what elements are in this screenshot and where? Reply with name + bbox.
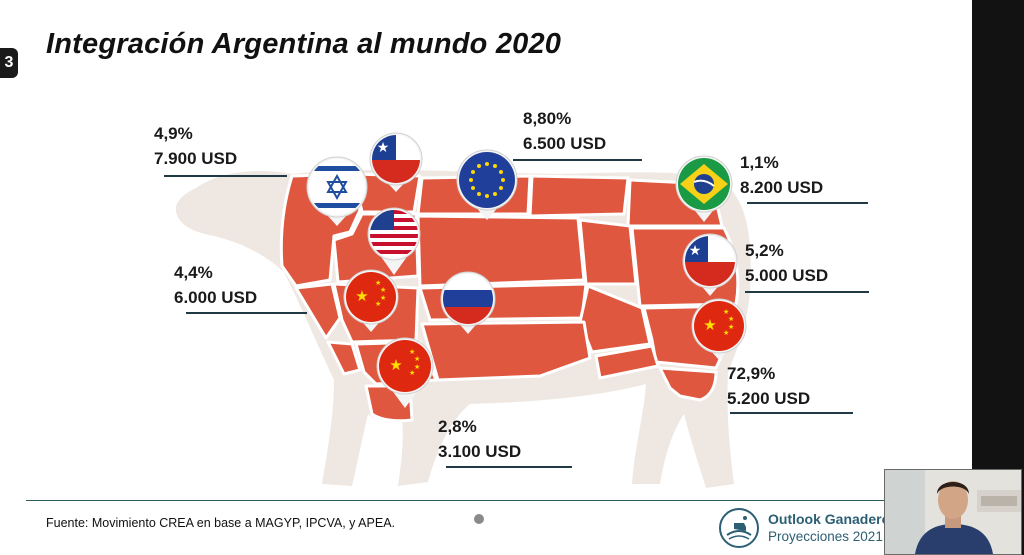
brand-block: Outlook Ganadero Proyecciones 2021 <box>718 507 890 549</box>
brazil-flag-pin <box>675 155 733 222</box>
presenter-webcam-video <box>884 469 1022 555</box>
cow-meat-cuts-illustration: ★ <box>175 132 751 489</box>
slide-title: Integración Argentina al mundo 2020 <box>46 28 562 60</box>
market-pct: 4,9% <box>154 124 193 143</box>
label-underline <box>186 312 307 314</box>
svg-text:★: ★ <box>375 300 381 308</box>
svg-text:★: ★ <box>689 243 702 259</box>
market-pct: 1,1% <box>740 153 779 172</box>
svg-text:★: ★ <box>375 279 381 287</box>
china-flag-pin-3: ★ ★ ★ ★ ★ <box>376 337 434 408</box>
brand-title: Outlook Ganadero <box>768 511 891 527</box>
svg-text:★: ★ <box>380 286 386 294</box>
source-note: Fuente: Movimiento CREA en base a MAGYP,… <box>46 516 396 530</box>
china-flag-pin: ★ ★ ★ ★ ★ <box>343 269 399 332</box>
market-pct: 72,9% <box>727 364 776 383</box>
market-pct: 2,8% <box>438 417 477 436</box>
market-usd: 3.100 USD <box>438 442 522 461</box>
svg-text:★: ★ <box>380 294 386 302</box>
svg-text:★: ★ <box>414 355 420 363</box>
market-usd: 6.500 USD <box>523 134 607 153</box>
label-underline <box>730 412 853 414</box>
svg-text:★: ★ <box>389 356 402 374</box>
svg-text:★: ★ <box>728 323 734 331</box>
svg-text:★: ★ <box>728 315 734 323</box>
slide-indicator-dot[interactable] <box>474 514 484 524</box>
chile-flag-pin-2: ★ <box>682 233 738 296</box>
market-pct: 5,2% <box>745 241 784 260</box>
chile-flag-pin: ★ <box>369 132 423 192</box>
china-flag-pin-2: ★ ★ ★ ★ ★ <box>691 298 747 360</box>
market-stat-chile-2: 5,2% 5.000 USD <box>745 238 828 288</box>
market-usd: 7.900 USD <box>154 149 238 168</box>
slide: 3 Integración Argentina al mundo 2020 <box>0 0 972 555</box>
brand-subtitle: Proyecciones 2021 <box>768 529 883 544</box>
slide-number-tab: 3 <box>0 48 18 78</box>
label-underline <box>747 202 868 204</box>
eu-flag-pin <box>456 149 518 220</box>
label-underline <box>745 291 869 293</box>
market-usd: 5.200 USD <box>727 389 811 408</box>
market-pct: 4,4% <box>174 263 213 282</box>
market-usd: 6.000 USD <box>174 288 258 307</box>
label-underline <box>446 466 572 468</box>
svg-text:★: ★ <box>703 316 716 334</box>
outlook-ganadero-logo <box>719 508 759 548</box>
market-usd: 5.000 USD <box>745 266 829 285</box>
market-stat-china: 72,9% 5.200 USD <box>727 361 810 411</box>
footer-divider <box>26 500 972 501</box>
svg-text:★: ★ <box>409 348 415 356</box>
market-stat-israel: 4,9% 7.900 USD <box>154 121 237 171</box>
market-stat-russia: 2,8% 3.100 USD <box>438 414 521 464</box>
market-usd: 8.200 USD <box>740 178 824 197</box>
dark-sidebar <box>972 0 1024 555</box>
svg-text:★: ★ <box>414 363 420 371</box>
market-stat-chile: 4,4% 6.000 USD <box>174 260 257 310</box>
svg-text:★: ★ <box>723 308 729 316</box>
svg-text:★: ★ <box>377 140 390 156</box>
svg-text:★: ★ <box>355 287 368 305</box>
market-stat-eu: 8,80% 6.500 USD <box>523 106 606 156</box>
usa-flag-pin <box>367 207 421 275</box>
market-stat-brazil: 1,1% 8.200 USD <box>740 150 823 200</box>
label-underline <box>513 159 642 161</box>
russia-flag-pin <box>440 271 496 334</box>
label-underline <box>164 175 287 177</box>
svg-text:★: ★ <box>723 329 729 337</box>
israel-flag-pin <box>306 156 368 226</box>
market-pct: 8,80% <box>523 109 572 128</box>
svg-text:★: ★ <box>409 369 415 377</box>
